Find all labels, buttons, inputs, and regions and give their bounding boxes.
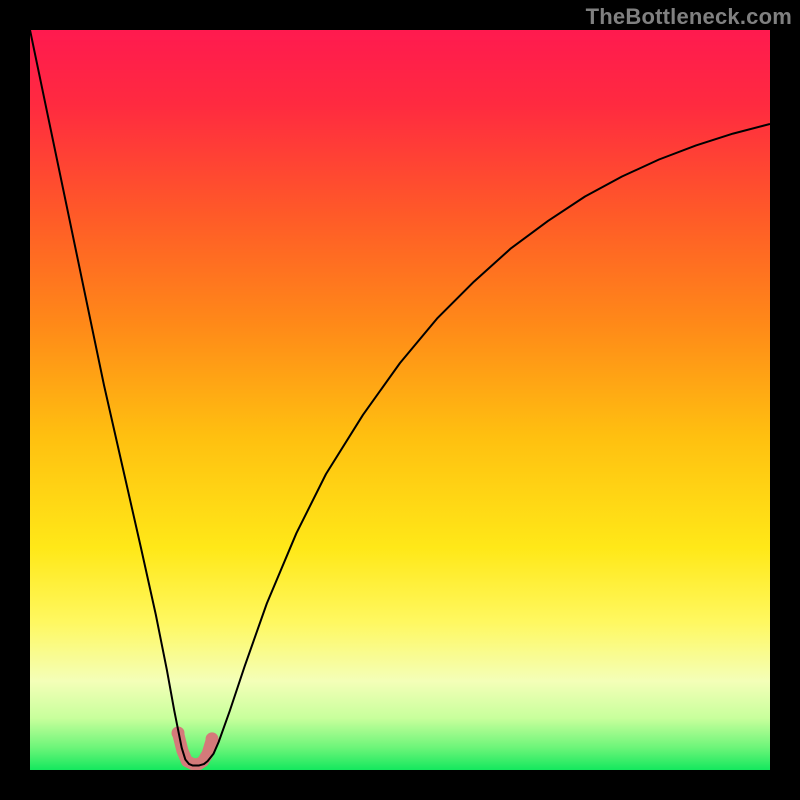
valley-endcap xyxy=(206,732,219,745)
attribution-text: TheBottleneck.com xyxy=(586,4,792,30)
chart-svg xyxy=(30,30,770,770)
chart-background xyxy=(30,30,770,770)
chart-container: TheBottleneck.com xyxy=(0,0,800,800)
plot-area xyxy=(30,30,770,770)
